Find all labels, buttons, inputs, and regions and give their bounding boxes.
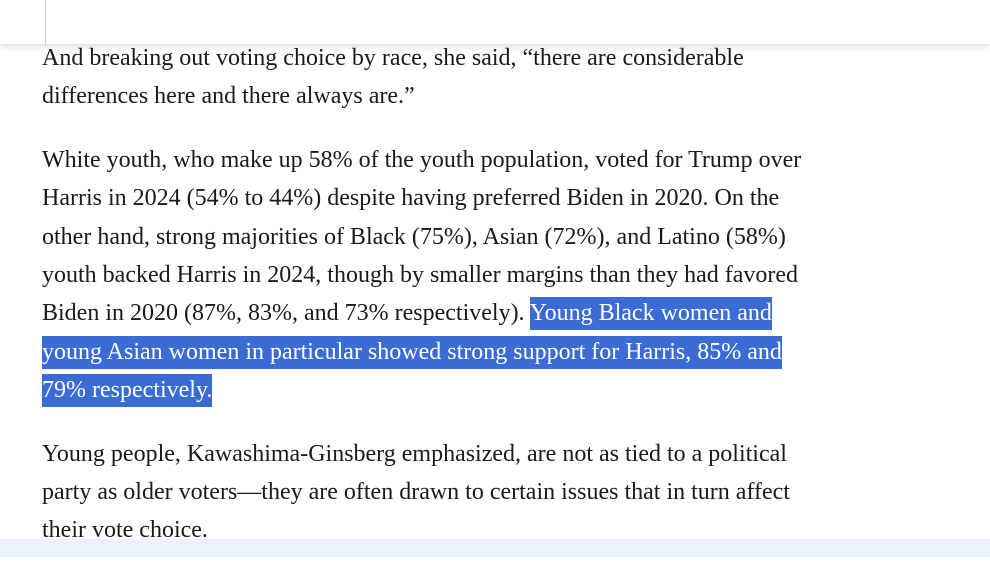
text-line: young Asian women in particular showed s… (42, 333, 982, 371)
text-line: 79% respectively. (42, 371, 982, 409)
text-line: youth backed Harris in 2024, though by s… (42, 261, 799, 288)
selected-text: Young Black women and (529, 297, 772, 331)
text-line: party as older voters—they are often dra… (42, 478, 790, 505)
text-line: Biden in 2020 (87%, 83%, and 73% respect… (42, 294, 982, 332)
text-line: White youth, who make up 58% of the yout… (42, 146, 802, 173)
text-line: their vote choice. (42, 517, 208, 544)
text-line: differences here and there always are.” (42, 83, 415, 110)
selected-text: young Asian women in particular showed s… (42, 335, 782, 369)
page: And breaking out voting choice by race, … (0, 0, 990, 557)
text-line: Harris in 2024 (54% to 44%) despite havi… (42, 185, 780, 212)
paragraph: White youth, who make up 58% of the yout… (42, 141, 982, 410)
paragraph: Young people, Kawashima-Ginsberg emphasi… (42, 435, 982, 550)
bottom-bar (0, 539, 990, 557)
text-line: And breaking out voting choice by race, … (42, 45, 744, 71)
text-line: other hand, strong majorities of Black (… (42, 223, 786, 250)
selected-text: 79% respectively. (42, 374, 213, 408)
paragraph: And breaking out voting choice by race, … (42, 39, 982, 116)
separator (45, 0, 46, 44)
article-body: And breaking out voting choice by race, … (42, 39, 982, 575)
text-line: Young people, Kawashima-Ginsberg emphasi… (42, 440, 787, 467)
top-bar (0, 0, 990, 44)
text-segment: Biden in 2020 (87%, 83%, and 73% respect… (42, 300, 525, 327)
